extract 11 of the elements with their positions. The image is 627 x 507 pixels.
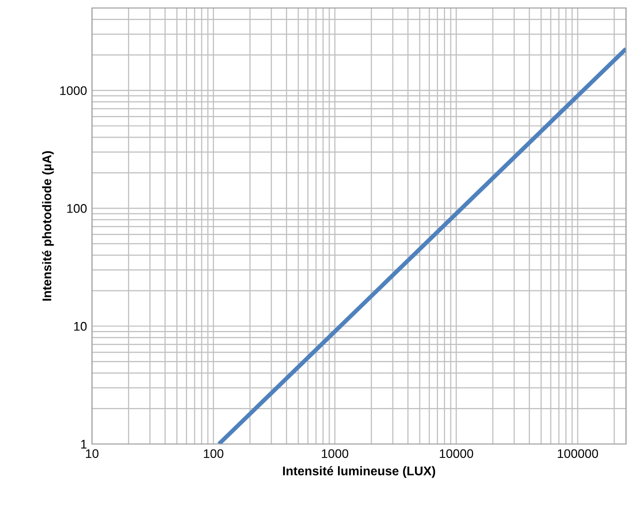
- x-tick-label: 100: [204, 449, 224, 458]
- y-tick-label: 100: [67, 204, 87, 213]
- x-axis-title: Intensité lumineuse (LUX): [283, 466, 436, 478]
- x-tick-label: 10: [86, 449, 98, 458]
- y-axis-title: Intensité photodiode (µA): [42, 151, 54, 301]
- y-tick-label: 1000: [60, 86, 87, 96]
- x-tick-label: 10000: [440, 449, 474, 458]
- y-tick-label: 1: [81, 440, 87, 449]
- x-tick-label: 100000: [558, 449, 598, 458]
- x-tick-label: 1000: [322, 449, 348, 458]
- y-tick-label: 10: [74, 322, 87, 331]
